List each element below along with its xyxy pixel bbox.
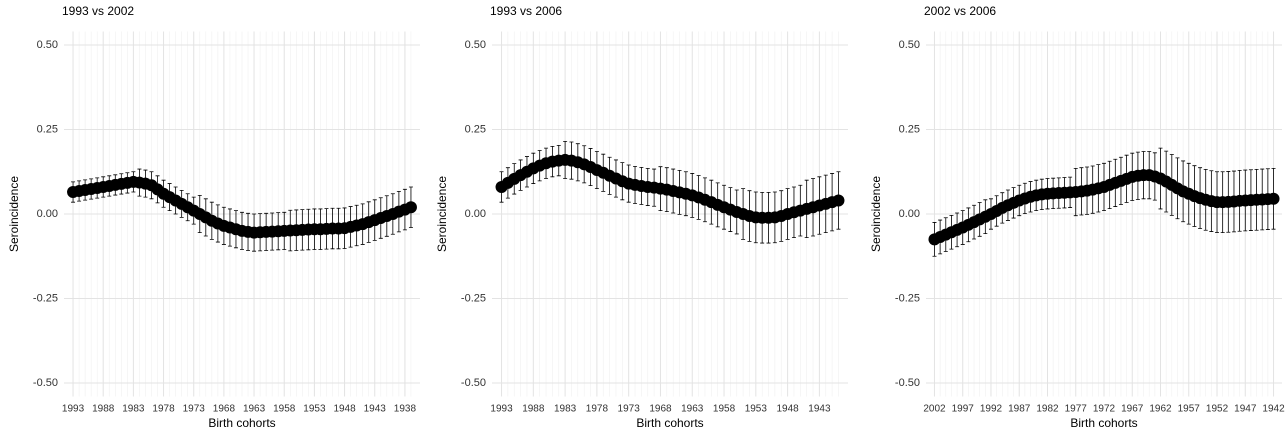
x-tick-label: 1987	[1008, 404, 1031, 415]
x-tick-label: 1973	[618, 404, 641, 415]
x-tick-label: 1952	[1206, 404, 1229, 415]
x-axis-label: Birth cohorts	[208, 416, 275, 430]
y-tick-label: -0.25	[33, 292, 58, 304]
x-tick-label: 1978	[586, 404, 609, 415]
y-tick-label: 0.25	[37, 123, 58, 135]
y-tick-label: -0.25	[461, 292, 486, 304]
x-tick-label: 1967	[1121, 404, 1144, 415]
y-tick-label: 0.50	[899, 39, 920, 51]
y-tick-label: -0.50	[895, 377, 920, 389]
y-axis-label: Seroincidence	[7, 176, 21, 252]
x-tick-label: 1953	[745, 404, 768, 415]
x-tick-label: 1957	[1178, 404, 1201, 415]
point	[404, 201, 417, 214]
x-tick-label: 1978	[152, 404, 175, 415]
y-tick-label: 0.00	[465, 208, 486, 220]
x-tick-label: 1977	[1065, 404, 1088, 415]
x-tick-label: 1938	[394, 404, 417, 415]
x-tick-label: 1963	[243, 404, 266, 415]
x-tick-label: 1958	[713, 404, 736, 415]
panel-title: 1993 vs 2006	[490, 4, 562, 18]
x-tick-label: 1942	[1262, 404, 1285, 415]
x-tick-label: 2002	[923, 404, 946, 415]
x-tick-label: 1943	[364, 404, 387, 415]
y-tick-label: 0.25	[465, 123, 486, 135]
panel-title: 2002 vs 2006	[924, 4, 996, 18]
x-tick-label: 1973	[183, 404, 206, 415]
x-tick-label: 1947	[1234, 404, 1257, 415]
y-tick-label: -0.25	[895, 292, 920, 304]
x-tick-label: 1953	[303, 404, 326, 415]
x-tick-label: 1983	[554, 404, 577, 415]
x-tick-label: 1958	[273, 404, 296, 415]
x-tick-label: 1968	[649, 404, 672, 415]
y-tick-label: 0.00	[37, 208, 58, 220]
x-tick-label: 1993	[62, 404, 85, 415]
x-tick-label: 1972	[1093, 404, 1116, 415]
x-tick-label: 1968	[213, 404, 236, 415]
point	[832, 194, 845, 207]
panel-title: 1993 vs 2002	[62, 4, 134, 18]
x-tick-label: 1988	[522, 404, 545, 415]
point	[1267, 192, 1280, 205]
x-tick-label: 1983	[122, 404, 145, 415]
y-tick-label: -0.50	[461, 377, 486, 389]
x-tick-label: 1962	[1149, 404, 1172, 415]
x-tick-label: 1948	[776, 404, 799, 415]
y-axis-label: Seroincidence	[435, 176, 449, 252]
panel: 1993 vs 2006 Seroincidence Birth cohorts 0.…	[435, 4, 848, 430]
y-tick-label: 0.50	[37, 39, 58, 51]
y-tick-label: 0.25	[899, 123, 920, 135]
x-tick-label: 1992	[980, 404, 1003, 415]
x-tick-label: 1948	[333, 404, 356, 415]
panel: 1993 vs 2002 Seroincidence Birth cohorts 0.…	[7, 4, 420, 430]
x-tick-label: 1943	[808, 404, 831, 415]
x-tick-label: 1997	[952, 404, 975, 415]
y-tick-label: -0.50	[33, 377, 58, 389]
panel: 2002 vs 2006 Seroincidence Birth cohorts 0.…	[869, 4, 1285, 430]
y-tick-label: 0.00	[899, 208, 920, 220]
x-tick-label: 1963	[681, 404, 704, 415]
x-tick-label: 1993	[490, 404, 513, 415]
x-axis-label: Birth cohorts	[1070, 416, 1137, 430]
x-tick-label: 1982	[1036, 404, 1059, 415]
x-axis-label: Birth cohorts	[636, 416, 703, 430]
x-tick-label: 1988	[92, 404, 115, 415]
y-axis-label: Seroincidence	[869, 176, 883, 252]
y-tick-label: 0.50	[465, 39, 486, 51]
